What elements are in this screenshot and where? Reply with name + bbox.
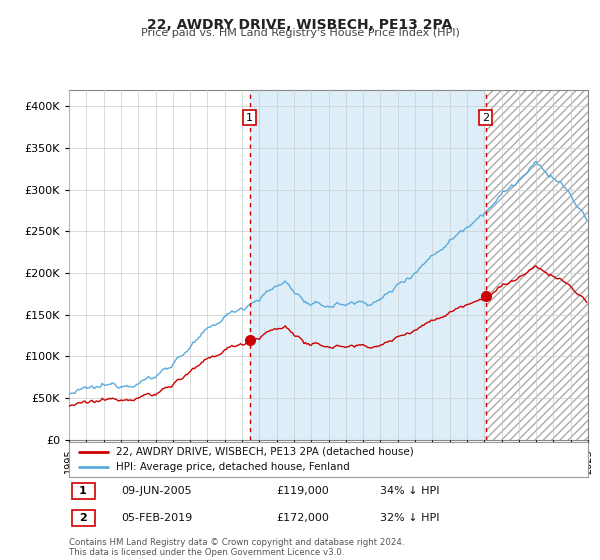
Text: 1: 1 [79,486,87,496]
Text: 34% ↓ HPI: 34% ↓ HPI [380,486,440,496]
Text: 22, AWDRY DRIVE, WISBECH, PE13 2PA: 22, AWDRY DRIVE, WISBECH, PE13 2PA [148,18,452,32]
Text: Price paid vs. HM Land Registry's House Price Index (HPI): Price paid vs. HM Land Registry's House … [140,28,460,38]
Text: 05-FEB-2019: 05-FEB-2019 [121,514,192,524]
Text: 1: 1 [246,113,253,123]
Bar [486,90,588,440]
Text: 32% ↓ HPI: 32% ↓ HPI [380,514,440,524]
Text: £172,000: £172,000 [277,514,329,524]
Text: 09-JUN-2005: 09-JUN-2005 [121,486,191,496]
Bar [250,90,486,440]
Bar [486,90,588,440]
FancyBboxPatch shape [71,483,95,498]
FancyBboxPatch shape [71,511,95,526]
Text: HPI: Average price, detached house, Fenland: HPI: Average price, detached house, Fenl… [116,463,349,473]
Text: 22, AWDRY DRIVE, WISBECH, PE13 2PA (detached house): 22, AWDRY DRIVE, WISBECH, PE13 2PA (deta… [116,447,413,457]
Text: 2: 2 [482,113,490,123]
Text: 2: 2 [79,514,87,524]
Text: £119,000: £119,000 [277,486,329,496]
FancyBboxPatch shape [69,442,588,477]
Text: Contains HM Land Registry data © Crown copyright and database right 2024.
This d: Contains HM Land Registry data © Crown c… [69,538,404,557]
